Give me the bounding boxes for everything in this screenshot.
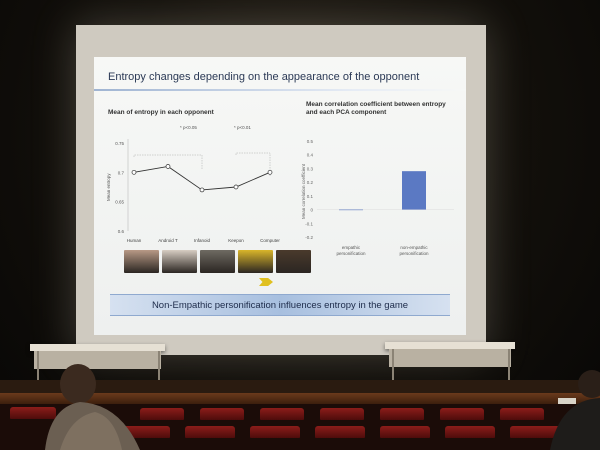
stage-edge	[0, 393, 600, 404]
y-tick-label: 0.5	[307, 139, 314, 144]
opponent-thumbnail	[124, 250, 159, 273]
x-tick-label: Keepon	[228, 238, 244, 243]
opponent-thumbnail	[238, 250, 273, 273]
data-point	[233, 184, 239, 190]
data-point	[165, 164, 171, 169]
projected-slide: Entropy changes depending on the appeara…	[94, 57, 466, 335]
seat	[380, 426, 430, 438]
seat	[445, 426, 495, 438]
table-leg	[158, 351, 160, 387]
data-point	[267, 169, 273, 175]
y-tick-label: 0.6	[118, 229, 125, 234]
y-tick-label: 0.4	[307, 153, 314, 158]
y-tick-label: 0.7	[118, 170, 125, 175]
seat	[250, 426, 300, 438]
left-panel-title: Mean of entropy in each opponent	[108, 109, 214, 116]
stage-table-left	[30, 344, 165, 351]
x-tick-label: personification	[399, 251, 429, 256]
x-tick-label: Infanoid	[194, 238, 211, 243]
correlation-bar-chart: 0.5 0.4 0.3 0.2 0.1 0 -0.1 -0.2 Mean correlation…	[301, 139, 454, 256]
seat	[320, 408, 364, 420]
data-point	[199, 187, 205, 193]
table-leg	[37, 351, 39, 387]
seat	[185, 426, 235, 438]
seat	[10, 407, 56, 419]
title-underline	[94, 89, 466, 91]
seat	[510, 426, 560, 438]
significance-bracket	[235, 152, 271, 177]
x-tick-label: Human	[127, 238, 142, 243]
y-axis-title: Mean entropy	[106, 173, 111, 201]
y-tick-label: 0.1	[307, 194, 314, 199]
y-tick-label: 0.2	[307, 180, 314, 185]
bar	[339, 209, 363, 211]
seat	[140, 408, 184, 420]
y-tick-label: -0.1	[305, 221, 313, 226]
table-leg	[392, 349, 394, 385]
seat	[380, 408, 424, 420]
table-skirt-right	[389, 349, 511, 367]
audience-member-left	[45, 364, 140, 450]
y-axis-title: Mean correlation coefficient	[301, 163, 306, 219]
conclusion-text: Non-Empathic personification influences …	[151, 300, 409, 311]
significance-label-1: * p<0.05	[180, 125, 197, 130]
series-line	[133, 165, 271, 191]
seat	[440, 408, 484, 420]
bar	[402, 171, 426, 210]
x-tick-label: Android T	[158, 238, 178, 243]
seat	[120, 426, 170, 438]
seat	[500, 408, 544, 420]
seat	[315, 426, 365, 438]
data-point	[131, 169, 137, 175]
significance-label-2: * p<0.01	[234, 125, 251, 130]
stage-floor	[0, 380, 600, 394]
seat	[200, 408, 244, 420]
seat	[260, 408, 304, 420]
table-leg	[508, 349, 510, 385]
x-tick-label: personification	[336, 251, 366, 256]
significance-bracket	[133, 154, 203, 169]
stage-table-right	[385, 342, 515, 349]
y-tick-label: 0	[310, 208, 313, 213]
table-skirt-left	[34, 351, 161, 369]
y-tick-label: 0.65	[115, 200, 124, 205]
arrow-marker-icon	[259, 278, 273, 286]
audience-member-right	[550, 370, 600, 450]
right-panel-title: Mean correlation coefficient between ent…	[306, 101, 446, 116]
x-tick-label: empathic	[342, 245, 361, 250]
opponent-thumbnail	[162, 250, 197, 273]
slide-title: Entropy changes depending on the appeara…	[108, 71, 420, 83]
entropy-line-chart: 0.75 0.7 0.65 0.6 Mean entropy Human Android T…	[106, 139, 280, 243]
x-tick-label: non-empathic	[400, 245, 428, 250]
opponent-thumbnail	[276, 250, 311, 273]
y-tick-label: 0.3	[307, 166, 314, 171]
y-tick-label: 0.75	[115, 141, 124, 146]
x-tick-label: Computer	[260, 238, 280, 243]
y-tick-label: -0.2	[305, 235, 313, 240]
opponent-thumbnail	[200, 250, 235, 273]
conclusion-banner: Non-Empathic personification influences …	[110, 294, 450, 316]
